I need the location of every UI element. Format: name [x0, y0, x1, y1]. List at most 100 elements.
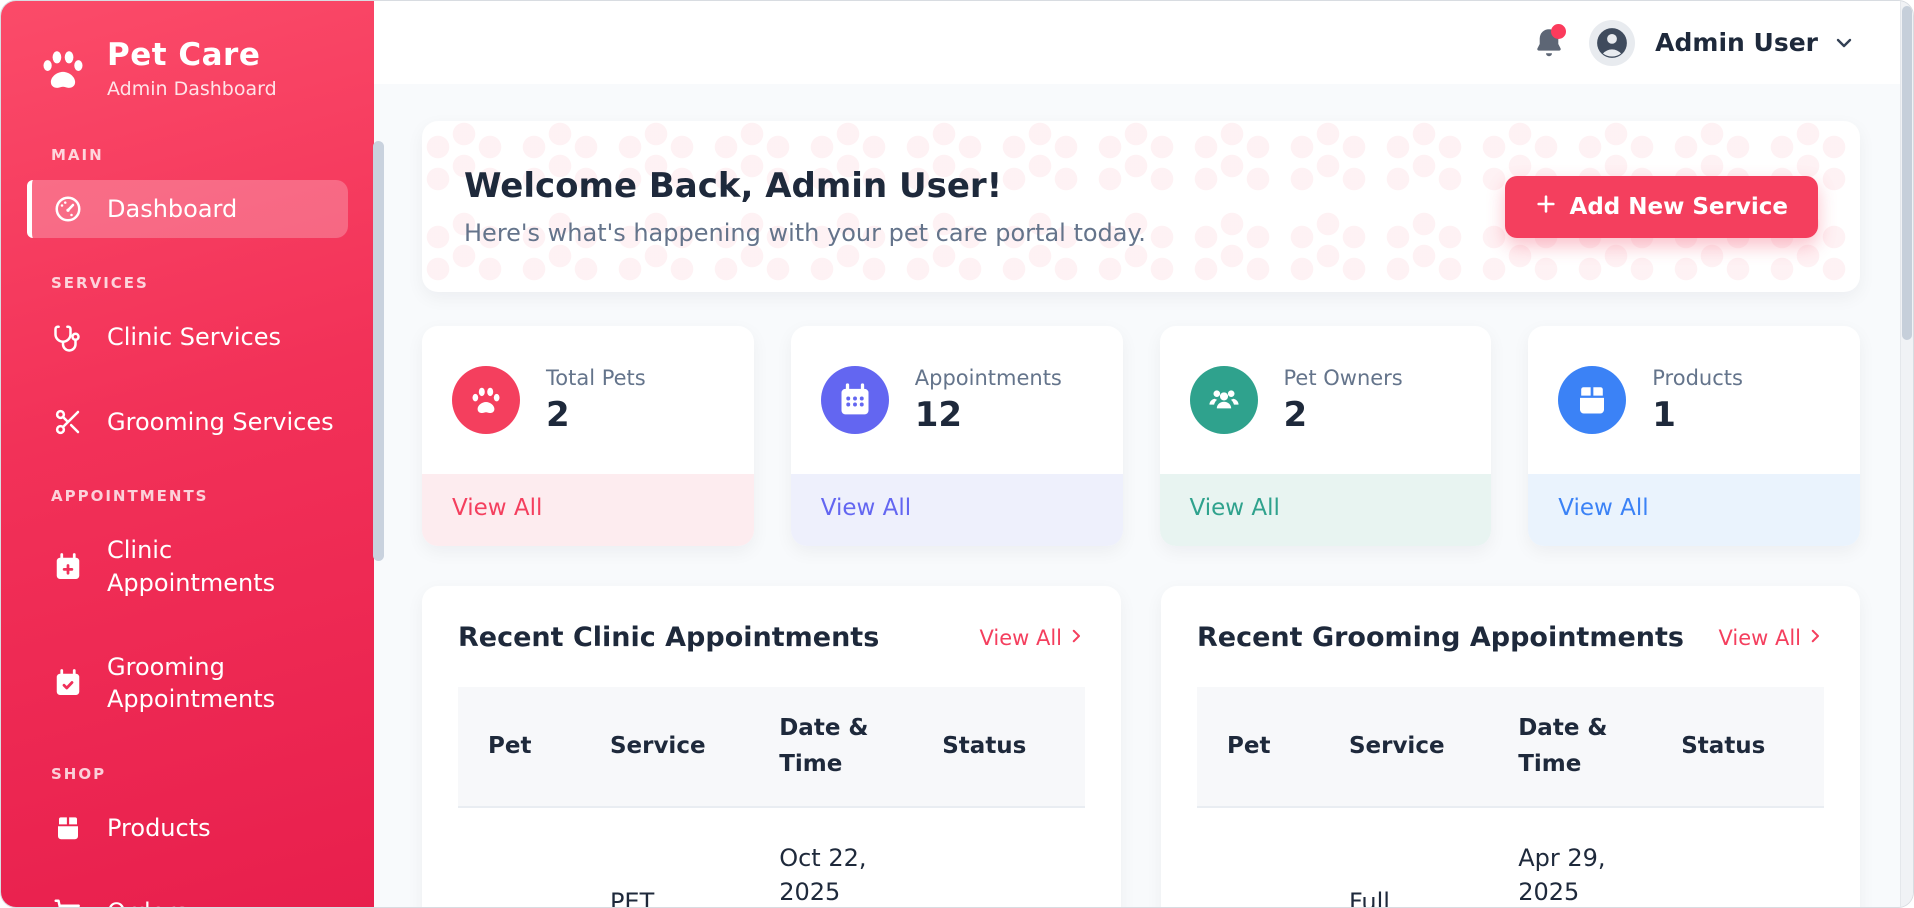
stat-footer: View All — [1528, 474, 1860, 546]
chevron-right-icon — [1067, 626, 1085, 650]
sidebar: Pet Care Admin Dashboard MAIN Dashboard … — [1, 1, 374, 907]
cell-date-time: Oct 22, 2025 — [779, 844, 867, 906]
sidebar-item-grooming-services[interactable]: Grooming Services — [27, 393, 348, 451]
table-title: Recent Grooming Appointments — [1197, 622, 1684, 653]
sidebar-item-label: Grooming Services — [107, 407, 334, 436]
box-icon — [1558, 366, 1627, 434]
tables-row: Recent Clinic Appointments View All — [422, 586, 1860, 907]
recent-grooming-appointments-card: Recent Grooming Appointments View All — [1161, 586, 1860, 907]
sidebar-item-products[interactable]: Products — [27, 799, 348, 857]
welcome-title: Welcome Back, Admin User! — [464, 166, 1003, 206]
cell-status — [1667, 807, 1824, 907]
logo-text: Pet Care Admin Dashboard — [107, 37, 277, 100]
sidebar-item-label: Grooming Appointments — [107, 652, 276, 714]
table-row: PET Oct 22, 2025 — [458, 807, 1085, 907]
add-new-service-label: Add New Service — [1569, 193, 1788, 220]
welcome-subtitle: Here's what's happening with your pet ca… — [464, 219, 1146, 247]
stats-row: Total Pets 2 View All Appointm — [422, 326, 1860, 546]
nav-section-shop: SHOP — [51, 764, 107, 783]
sidebar-item-dashboard[interactable]: Dashboard — [27, 180, 348, 239]
sidebar-item-label: Clinic Appointments — [107, 536, 276, 597]
paw-icon — [452, 366, 520, 434]
sidebar-item-label: Products — [107, 813, 211, 842]
stat-label: Products — [1652, 365, 1743, 390]
stat-card-products: Products 1 View All — [1528, 326, 1860, 546]
app-subtitle: Admin Dashboard — [107, 78, 277, 100]
cell-service: PET — [609, 888, 655, 907]
view-all-link[interactable]: View All — [1718, 626, 1824, 650]
sidebar-scrollbar-thumb[interactable] — [373, 141, 384, 561]
column-header-pet: Pet — [1197, 687, 1335, 809]
stat-value: 2 — [1283, 394, 1308, 435]
stat-card-total-pets: Total Pets 2 View All — [422, 326, 754, 546]
user-menu[interactable]: Admin User — [1655, 28, 1856, 57]
sidebar-item-clinic-services[interactable]: Clinic Services — [27, 308, 348, 366]
grooming-appointments-table: Pet Service Date & Time Status Full Apr … — [1197, 687, 1824, 907]
user-name: Admin User — [1655, 28, 1818, 57]
stat-value: 12 — [914, 394, 963, 435]
notification-dot — [1551, 23, 1567, 39]
calendar-icon — [820, 366, 889, 434]
add-new-service-button[interactable]: Add New Service — [1504, 175, 1818, 238]
stat-label: Pet Owners — [1283, 365, 1403, 390]
calendar-plus-icon — [51, 552, 85, 582]
table-title: Recent Clinic Appointments — [458, 622, 880, 653]
page-scrollbar-thumb[interactable] — [1902, 6, 1912, 340]
app-title: Pet Care — [107, 37, 261, 73]
column-header-date-time: Date & Time — [1504, 687, 1668, 809]
cell-pet — [458, 807, 596, 907]
column-header-pet: Pet — [458, 687, 596, 809]
nav-section-appointments: APPOINTMENTS — [51, 487, 209, 506]
main-area: Admin User Welcome Back, Admin User! Her… — [374, 1, 1900, 907]
stat-footer: View All — [790, 474, 1123, 546]
sidebar-item-clinic-appointments[interactable]: Clinic Appointments — [27, 521, 348, 612]
cell-service: Full — [1348, 888, 1390, 907]
stat-label: Total Pets — [546, 365, 646, 390]
view-all-link[interactable]: View All — [820, 495, 912, 521]
welcome-banner: Welcome Back, Admin User! Here's what's … — [422, 121, 1860, 292]
view-all-link[interactable]: View All — [1558, 495, 1649, 521]
stat-card-pet-owners: Pet Owners 2 View All — [1159, 326, 1492, 546]
dashboard-icon — [51, 194, 85, 224]
cell-pet — [1197, 807, 1335, 907]
column-header-status: Status — [928, 687, 1085, 809]
plus-icon — [1535, 193, 1557, 221]
view-all-link[interactable]: View All — [452, 495, 543, 521]
recent-clinic-appointments-card: Recent Clinic Appointments View All — [422, 586, 1121, 907]
avatar[interactable] — [1589, 19, 1636, 66]
stat-value: 2 — [546, 394, 570, 435]
clinic-appointments-table: Pet Service Date & Time Status PET Oct 2… — [458, 687, 1085, 907]
stethoscope-icon — [51, 323, 85, 353]
nav-section-services: SERVICES — [51, 274, 149, 293]
sidebar-nav: MAIN Dashboard SERVICES Clinic Services … — [1, 146, 374, 907]
topbar: Admin User — [374, 1, 1900, 84]
view-all-link[interactable]: View All — [1189, 495, 1280, 521]
stat-footer: View All — [422, 474, 754, 546]
cell-date-time: Apr 29, 2025 — [1518, 844, 1606, 906]
box-icon — [51, 813, 85, 843]
logo[interactable]: Pet Care Admin Dashboard — [1, 1, 374, 122]
cart-icon — [51, 897, 85, 907]
welcome-text: Welcome Back, Admin User! Here's what's … — [464, 166, 1146, 247]
stat-value: 1 — [1652, 394, 1676, 435]
dashboard-content: Welcome Back, Admin User! Here's what's … — [374, 84, 1900, 907]
notifications-button[interactable] — [1529, 23, 1569, 63]
column-header-date-time: Date & Time — [765, 687, 929, 809]
cell-status — [928, 807, 1085, 907]
calendar-check-icon — [51, 668, 85, 698]
table-row: Full Apr 29, 2025 — [1197, 807, 1824, 907]
nav-section-main: MAIN — [51, 146, 104, 164]
column-header-service: Service — [595, 687, 766, 809]
paw-logo-icon — [37, 43, 89, 95]
scissors-icon — [51, 407, 85, 437]
sidebar-item-label: Orders — [107, 896, 188, 907]
page-scrollbar[interactable] — [1900, 1, 1913, 907]
view-all-link[interactable]: View All — [979, 626, 1085, 650]
chevron-right-icon — [1806, 626, 1824, 650]
sidebar-item-label: Clinic Services — [107, 323, 281, 352]
sidebar-item-grooming-appointments[interactable]: Grooming Appointments — [27, 638, 348, 729]
sidebar-item-orders[interactable]: Orders — [27, 883, 348, 907]
sidebar-item-label: Dashboard — [107, 195, 238, 223]
stat-card-appointments: Appointments 12 View All — [790, 326, 1123, 546]
